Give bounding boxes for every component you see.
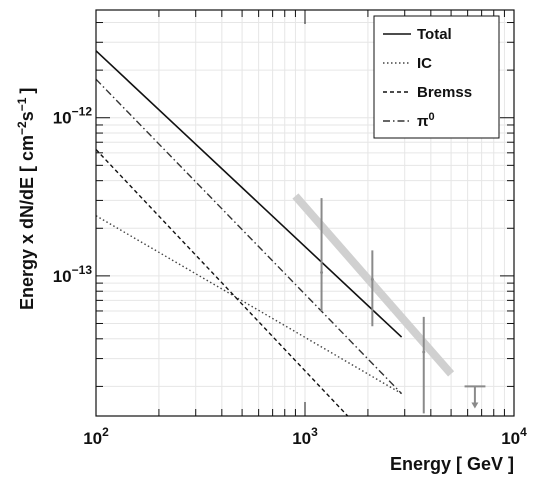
series-layer [96, 50, 403, 416]
series-line-bremss [96, 149, 349, 416]
x-tick-label: 104 [501, 425, 527, 448]
axis-ticks: 102 103 104 10−12 10−13 [53, 10, 527, 448]
legend-label: Total [417, 26, 452, 43]
data-point-3 [422, 350, 426, 354]
error-bar-layer [320, 198, 486, 414]
legend-label: π0 [417, 111, 435, 130]
legend-label: IC [417, 55, 432, 72]
y-axis-title-mid: s [17, 111, 37, 121]
x-tick-label: 102 [83, 425, 109, 448]
legend-box [373, 15, 500, 139]
y-axis-title-main: Energy x dN/dE [ cm [17, 135, 37, 310]
series-line-ic [96, 215, 402, 395]
x-axis-title: Energy [ GeV ] [390, 454, 514, 474]
x-tick-label: 103 [292, 425, 318, 448]
y-axis-title-exp2: −1 [15, 97, 29, 111]
series-line-total [96, 50, 403, 338]
y-axis-title-exp1: −2 [15, 121, 29, 135]
data-point-1 [320, 271, 324, 275]
upper-limit-arrow [471, 402, 479, 409]
y-axis-title-end: ] [17, 88, 37, 94]
legend-label: Bremss [417, 84, 472, 101]
y-tick-label: 10−13 [53, 263, 93, 286]
series-line-pi0 [96, 78, 403, 395]
y-tick-label: 10−12 [53, 105, 93, 128]
data-point-2 [370, 277, 374, 281]
legend: Total IC Bremss π0 [373, 15, 500, 139]
y-axis-title: Energy x dN/dE [ cm−2s−1] [15, 88, 37, 310]
